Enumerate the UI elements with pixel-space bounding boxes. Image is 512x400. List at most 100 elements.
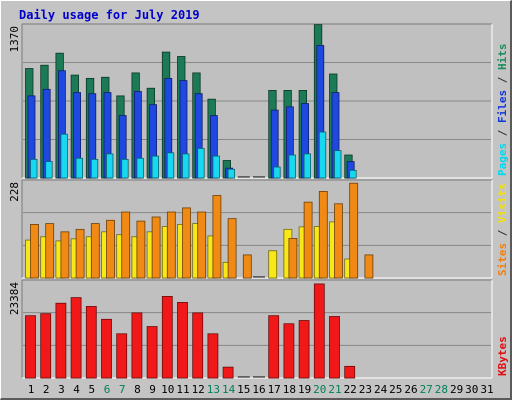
- bar-sites-day-14: [227, 218, 237, 279]
- bar-kbytes-day-1: [25, 315, 36, 379]
- legend-part: Visits: [496, 183, 509, 223]
- x-tick-label-day-31: 31: [480, 383, 493, 396]
- y-max-label-visits-sites: 228: [8, 182, 21, 202]
- bar-kbytes-day-17: [268, 315, 280, 379]
- x-tick-label-day-22: 22: [344, 383, 357, 396]
- bar-kbytes-day-12: [192, 312, 204, 379]
- bar-pages-day-12: [197, 148, 205, 179]
- bar-sites-day-4: [75, 228, 85, 279]
- bar-pages-day-6: [106, 153, 114, 179]
- legend-part: Pages: [496, 143, 509, 176]
- bar-sites-day-12: [197, 211, 207, 279]
- x-tick-label-day-23: 23: [359, 383, 372, 396]
- x-tick-label-day-20: 20: [313, 383, 326, 396]
- legend-part: Hits: [496, 44, 509, 71]
- bar-kbytes-day-3: [55, 302, 67, 379]
- legend-part: Files: [496, 90, 509, 123]
- bar-sites-day-22: [349, 182, 359, 279]
- bar-sites-day-19: [303, 201, 313, 279]
- bar-pages-day-9: [151, 155, 160, 179]
- bar-pages-day-3: [60, 133, 68, 179]
- bar-kbytes-day-20: [313, 283, 325, 379]
- bar-kbytes-day-22: [344, 365, 356, 379]
- bar-kbytes-day-2: [40, 313, 52, 379]
- bar-sites-day-10: [166, 211, 176, 279]
- bar-kbytes-day-8: [131, 312, 143, 379]
- x-tick-label-day-30: 30: [465, 383, 478, 396]
- bar-sites-day-5: [90, 223, 100, 279]
- legend-hits-files-pages: Pages / Files / Hits: [496, 44, 509, 177]
- x-tick-label-day-16: 16: [252, 383, 265, 396]
- x-tick-label-day-5: 5: [88, 383, 95, 396]
- x-tick-label-day-25: 25: [389, 383, 402, 396]
- legend-part: /: [496, 70, 509, 90]
- x-tick-label-day-18: 18: [283, 383, 296, 396]
- bar-pages-day-11: [182, 153, 190, 179]
- bar-pages-day-19: [303, 153, 312, 179]
- x-tick-label-day-1: 1: [28, 383, 35, 396]
- bar-kbytes-day-10: [161, 295, 173, 379]
- bar-kbytes-day-13: [207, 333, 219, 379]
- x-tick-label-day-21: 21: [328, 383, 341, 396]
- chart-title: Daily usage for July 2019: [19, 8, 200, 22]
- bar-sites-day-6: [106, 219, 115, 279]
- bar-sites-day-2: [45, 223, 55, 279]
- x-tick-label-day-4: 4: [73, 383, 80, 396]
- bar-sites-day-20: [318, 191, 328, 279]
- bar-kbytes-day-4: [70, 297, 82, 379]
- bar-sites-day-21: [334, 203, 343, 279]
- bar-pages-day-1: [30, 158, 38, 179]
- legend-part: /: [496, 123, 509, 143]
- bar-kbytes-day-7: [116, 333, 128, 379]
- x-tick-label-day-28: 28: [435, 383, 448, 396]
- x-tick-label-day-13: 13: [207, 383, 220, 396]
- bar-kbytes-day-21: [329, 316, 340, 379]
- bar-pages-day-5: [90, 158, 99, 179]
- x-tick-label-day-10: 10: [161, 383, 174, 396]
- bar-pages-day-22: [349, 169, 357, 179]
- bar-kbytes-day-14: [222, 366, 234, 379]
- bar-sites-day-1: [30, 224, 39, 279]
- bar-sites-day-9: [151, 216, 161, 279]
- bar-pages-day-7: [121, 158, 129, 179]
- bar-pages-day-17: [273, 166, 281, 179]
- bar-kbytes-day-9: [146, 326, 158, 379]
- bar-pages-day-13: [212, 155, 220, 179]
- x-tick-label-day-2: 2: [43, 383, 50, 396]
- bar-pages-day-21: [334, 150, 342, 179]
- bar-kbytes-day-18: [283, 323, 295, 379]
- bar-sites-day-18: [288, 238, 298, 279]
- x-tick-label-day-6: 6: [104, 383, 111, 396]
- legend-part: /: [496, 223, 509, 243]
- x-tick-label-day-17: 17: [268, 383, 281, 396]
- legend-visits-sites: Sites / Visits: [496, 183, 509, 276]
- x-tick-label-day-29: 29: [450, 383, 463, 396]
- bar-sites-day-23: [364, 254, 374, 279]
- legend-kbytes: KBytes: [496, 336, 509, 376]
- bar-visits-day-17: [268, 250, 278, 279]
- bar-kbytes-day-6: [101, 318, 112, 379]
- bar-pages-day-4: [75, 157, 83, 179]
- bar-sites-day-3: [60, 231, 70, 279]
- bar-pages-day-2: [45, 161, 53, 179]
- x-tick-label-day-26: 26: [404, 383, 417, 396]
- x-tick-label-day-12: 12: [192, 383, 205, 396]
- x-tick-label-day-9: 9: [149, 383, 156, 396]
- bar-pages-day-8: [136, 157, 144, 179]
- x-tick-label-day-15: 15: [237, 383, 250, 396]
- bar-sites-day-11: [182, 207, 191, 279]
- bar-sites-day-15: [242, 254, 252, 279]
- bar-pages-day-14: [227, 168, 236, 179]
- legend-part: Sites: [496, 243, 509, 276]
- plot-area-kbytes: [22, 280, 492, 378]
- bar-sites-day-8: [136, 220, 146, 279]
- x-tick-label-day-3: 3: [58, 383, 65, 396]
- bar-kbytes-day-19: [298, 320, 310, 379]
- x-tick-label-day-11: 11: [176, 383, 189, 396]
- bar-kbytes-day-5: [85, 306, 97, 379]
- y-max-label-hits-files-pages: 1370: [8, 26, 21, 53]
- bar-sites-day-13: [212, 195, 222, 279]
- bar-kbytes-day-11: [177, 302, 188, 379]
